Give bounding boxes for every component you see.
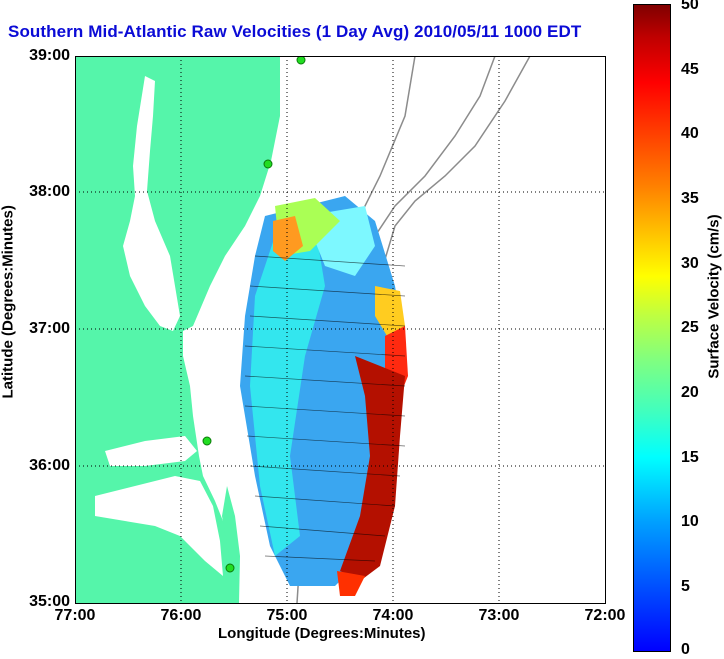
colorbar-tick: 45: [681, 61, 699, 78]
colorbar-tick: 40: [681, 125, 699, 142]
radar-stations: [202, 56, 306, 573]
y-tick-label: 38:00: [29, 183, 70, 200]
x-tick-label: 74:00: [372, 607, 414, 624]
colorbar-tick: 15: [681, 449, 699, 466]
colorbar-tick: 30: [681, 255, 699, 272]
map-canvas: [75, 56, 605, 603]
y-axis-title: Latitude (Degrees:Minutes): [0, 205, 17, 399]
x-tick-label: 76:00: [160, 607, 202, 624]
y-tick-label: 35:00: [29, 593, 70, 610]
radar-station: [202, 436, 212, 446]
albemarle-sound: [105, 436, 197, 466]
colorbar-tick: 5: [681, 578, 690, 595]
colorbar-tick: 50: [681, 0, 699, 13]
colorbar-tick: 20: [681, 384, 699, 401]
pamlico-sound: [95, 476, 223, 576]
x-axis-title: Longitude (Degrees:Minutes): [218, 625, 426, 642]
colorbar-title: Surface Velocity (cm/s): [705, 214, 723, 379]
chesapeake-bay: [123, 76, 180, 331]
radar-station: [296, 56, 306, 65]
y-tick-label: 37:00: [29, 320, 70, 337]
colorbar: [633, 4, 671, 652]
colorbar-tick: 10: [681, 513, 699, 530]
colorbar-tick: 35: [681, 190, 699, 207]
colorbar-tick: 25: [681, 319, 699, 336]
colorbar-tick: 0: [681, 641, 690, 658]
velocity-arrows: [244, 255, 406, 562]
velocity-field: [240, 196, 408, 596]
x-tick-label: 73:00: [478, 607, 520, 624]
outer-banks: [222, 486, 240, 603]
radar-station: [225, 563, 235, 573]
x-tick-label: 72:00: [584, 607, 626, 624]
y-tick-label: 36:00: [29, 457, 70, 474]
radar-station: [263, 159, 273, 169]
land-mass: [75, 56, 280, 603]
x-tick-label: 75:00: [266, 607, 308, 624]
y-tick-label: 39:00: [29, 47, 70, 64]
velocity-map: [75, 56, 605, 603]
map-title: Southern Mid-Atlantic Raw Velocities (1 …: [8, 22, 582, 41]
x-tick-label: 77:00: [54, 607, 96, 624]
grid-lines: [75, 56, 605, 603]
